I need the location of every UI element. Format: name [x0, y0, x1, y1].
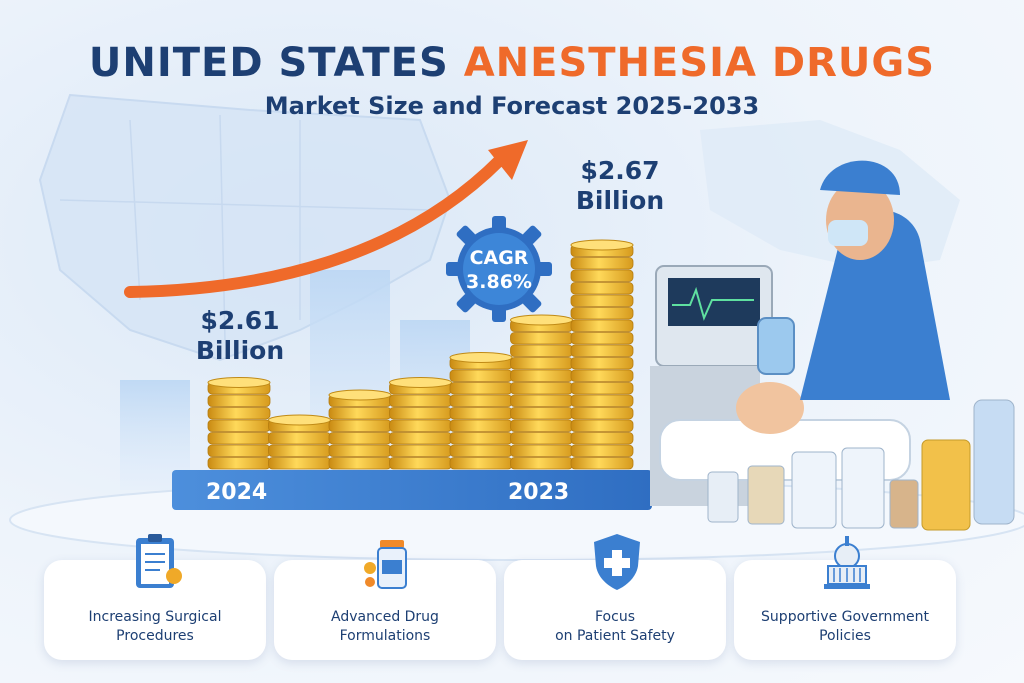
coin-stack-5	[449, 352, 513, 470]
card-1-line-1: Increasing Surgical	[88, 609, 222, 625]
doctor-body	[800, 210, 950, 400]
vial-6	[921, 439, 971, 531]
vial-4	[841, 447, 885, 529]
end-year-label: 2023	[508, 480, 570, 505]
face-mask	[828, 220, 868, 246]
start-year-label: 2024	[206, 480, 268, 505]
inhaler-device	[973, 399, 1015, 525]
coin-stack-7	[570, 239, 634, 470]
drivers-row: Increasing Surgical Procedures Advanced …	[44, 534, 984, 660]
capitol-icon	[824, 536, 870, 589]
card-government-policies: Supportive Government Policies	[734, 536, 956, 660]
cagr-value: 3.86%	[466, 271, 532, 293]
anesthesia-bag	[757, 317, 795, 375]
surgical-cap	[820, 160, 900, 195]
card-2-line-2: Formulations	[339, 628, 431, 644]
coin-stack-6	[510, 314, 573, 470]
card-1-text: Increasing Surgical Procedures	[44, 608, 266, 646]
card-3-line-1: Focus	[595, 609, 635, 625]
page-title: UNITED STATES ANESTHESIA DRUGS	[0, 40, 1024, 86]
card-2-line-1: Advanced Drug	[331, 609, 439, 625]
monitor-screen	[668, 278, 760, 326]
anesthesiologist-illustration	[650, 160, 1015, 531]
vial-2	[747, 465, 785, 525]
card-patient-safety: Focus on Patient Safety	[504, 534, 726, 660]
vial-1	[707, 471, 739, 523]
cagr-badge: CAGR 3.86%	[444, 246, 554, 294]
patient-head	[736, 382, 804, 434]
end-value-label: $2.67 Billion	[575, 156, 665, 215]
card-surgical-procedures: Increasing Surgical Procedures	[44, 534, 266, 660]
shield-icon	[594, 534, 640, 590]
start-value-label: $2.61 Billion	[195, 306, 285, 365]
title-part-2: ANESTHESIA DRUGS	[463, 40, 936, 86]
card-1-line-2: Procedures	[116, 628, 194, 644]
cagr-gear-icon	[446, 216, 552, 322]
coin-stack-4	[389, 377, 452, 470]
chart-base	[172, 470, 652, 510]
glass-bar-2	[310, 270, 390, 490]
card-4-text: Supportive Government Policies	[734, 608, 956, 646]
coin-stack-1	[207, 377, 271, 470]
card-3-text: Focus on Patient Safety	[504, 608, 726, 646]
card-drug-formulations: Advanced Drug Formulations	[274, 540, 496, 660]
card-4-line-2: Policies	[819, 628, 871, 644]
cagr-label: CAGR	[469, 247, 529, 269]
title-part-1: UNITED STATES	[88, 40, 449, 86]
card-3-line-2: on Patient Safety	[555, 628, 675, 644]
trend-arrow-head	[488, 140, 528, 180]
vial-5	[889, 479, 919, 529]
coin-stack-3	[328, 389, 392, 470]
vial-3	[791, 451, 837, 529]
pill-bottle-icon	[364, 540, 407, 589]
clipboard-icon	[136, 534, 182, 588]
trend-arrow	[124, 154, 506, 298]
coin-stack-2	[268, 414, 331, 470]
page-subtitle: Market Size and Forecast 2025-2033	[264, 92, 760, 120]
card-2-text: Advanced Drug Formulations	[274, 608, 496, 646]
card-4-line-1: Supportive Government	[761, 609, 929, 625]
